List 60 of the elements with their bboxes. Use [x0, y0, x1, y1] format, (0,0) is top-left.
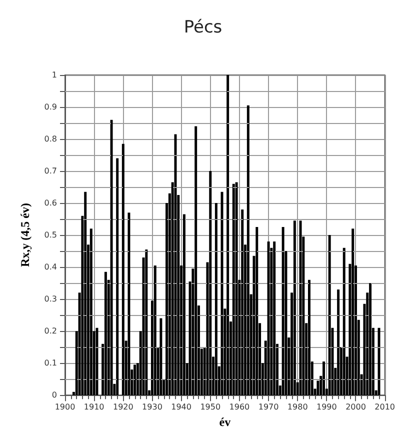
y-tick-label: 0.6: [44, 198, 57, 208]
y-tick-label: 0.7: [44, 166, 57, 176]
x-tick-label: 1990: [316, 402, 337, 412]
bar: [134, 364, 136, 396]
bar: [241, 209, 244, 396]
x-tick-label: 1930: [142, 402, 162, 412]
bar: [246, 105, 250, 396]
bar: [145, 249, 148, 396]
y-tick-label: 0.9: [44, 102, 57, 112]
bar: [273, 241, 276, 396]
y-tick-label: 0.1: [44, 358, 57, 368]
bar: [194, 126, 198, 396]
bar: [90, 228, 92, 396]
y-tick-label: 0.5: [44, 230, 57, 240]
x-tick-label: 1960: [229, 402, 250, 412]
bar: [110, 120, 113, 396]
bar: [154, 265, 156, 396]
y-tick-label: 0.2: [44, 326, 57, 336]
x-tick-label: 1970: [258, 402, 279, 412]
y-tick-label: 0.8: [44, 134, 57, 144]
bar: [116, 158, 119, 396]
bar: [128, 212, 130, 396]
y-tick-label: 0.4: [44, 262, 57, 272]
chart-title: Pécs: [184, 18, 222, 38]
y-tick-label: 0.3: [44, 294, 57, 304]
bar: [322, 361, 326, 396]
x-tick-label: 1940: [171, 402, 192, 412]
bar: [308, 280, 310, 396]
x-axis-title: év: [219, 415, 231, 429]
x-tick-label: 1950: [200, 402, 221, 412]
bar: [293, 220, 296, 396]
x-tick-label: 1900: [54, 402, 76, 412]
y-tick-label: 1: [52, 70, 57, 80]
y-tick-label: 0: [52, 390, 57, 400]
bar: [235, 182, 238, 396]
bar: [352, 228, 354, 396]
bar: [369, 283, 372, 396]
bar: [282, 227, 284, 396]
bar: [337, 289, 340, 396]
y-axis-title: Rx,y (4,5 év): [18, 203, 32, 268]
bar: [122, 144, 124, 396]
bar: [209, 171, 212, 396]
bar: [256, 227, 258, 396]
bar: [267, 241, 270, 396]
bar: [160, 318, 162, 396]
bar: [104, 272, 107, 396]
bar: [328, 235, 331, 396]
bar: [232, 184, 235, 396]
bar: [226, 75, 230, 396]
x-tick-label: 2010: [374, 402, 395, 412]
bar: [182, 214, 186, 396]
bar: [342, 248, 346, 396]
bar: [174, 134, 177, 396]
bar: [84, 192, 87, 396]
x-tick-label: 1920: [112, 402, 134, 412]
x-tick-label: 1910: [84, 402, 104, 412]
bar: [96, 328, 98, 396]
x-tick-label: 2000: [346, 402, 366, 412]
bar: [214, 203, 218, 396]
x-tick-label: 1980: [287, 402, 308, 412]
